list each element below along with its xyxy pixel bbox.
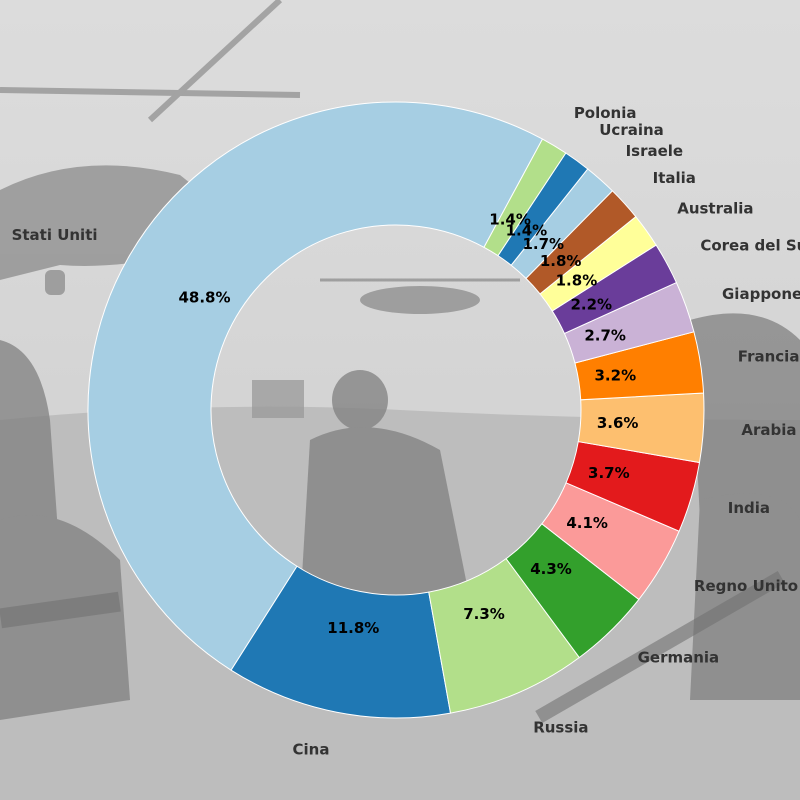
category-label-italia: Italia: [653, 169, 696, 187]
percentage-labels: 48.8% 11.8% 7.3% 4.3% 4.1% 3.7% 3.6% 3.2% 2.7% 2.…: [178, 211, 638, 637]
category-label-arabia-saudita: Arabia Saudita: [741, 421, 800, 439]
category-labels: Stati Uniti Cina Russia Germania Regno Unito…: [12, 104, 800, 758]
category-label-cina: Cina: [293, 741, 330, 759]
slice-polonia: [483, 138, 567, 257]
pct-label-italia: 1.8%: [540, 252, 582, 270]
category-label-australia: Australia: [677, 199, 753, 217]
category-label-stati-uniti: Stati Uniti: [12, 226, 98, 244]
slice-stati-uniti: [87, 101, 544, 671]
pct-label-giappone: 2.7%: [584, 327, 626, 345]
category-label-israele: Israele: [626, 142, 684, 160]
pct-label-germania: 4.3%: [530, 560, 572, 578]
pct-label-australia: 1.8%: [556, 272, 598, 290]
donut-slices: [87, 101, 705, 719]
pct-label-ucraina: 1.4%: [506, 221, 548, 239]
pct-label-corea-del-sud: 2.2%: [570, 295, 612, 313]
category-label-francia: Francia: [738, 347, 800, 365]
pct-label-polonia: 1.4%: [489, 211, 531, 229]
category-label-regno-unito: Regno Unito: [694, 577, 798, 595]
category-label-russia: Russia: [533, 719, 588, 737]
category-label-polonia: Polonia: [574, 104, 637, 122]
category-label-ucraina: Ucraina: [599, 121, 664, 139]
category-label-corea-del-sud: Corea del Sud: [700, 236, 800, 254]
category-label-germania: Germania: [638, 649, 720, 667]
pct-label-israele: 1.7%: [522, 235, 564, 253]
category-label-india: India: [728, 499, 770, 517]
pct-label-cina: 11.8%: [327, 619, 379, 637]
pct-label-arabia-saudita: 3.6%: [597, 414, 639, 432]
pct-label-russia: 7.3%: [463, 605, 505, 623]
pct-label-francia: 3.2%: [595, 367, 637, 385]
pct-label-india: 3.7%: [588, 464, 630, 482]
pct-label-stati-uniti: 48.8%: [178, 289, 230, 307]
pct-label-regno-unito: 4.1%: [566, 514, 608, 532]
category-label-giappone: Giappone: [722, 285, 800, 303]
